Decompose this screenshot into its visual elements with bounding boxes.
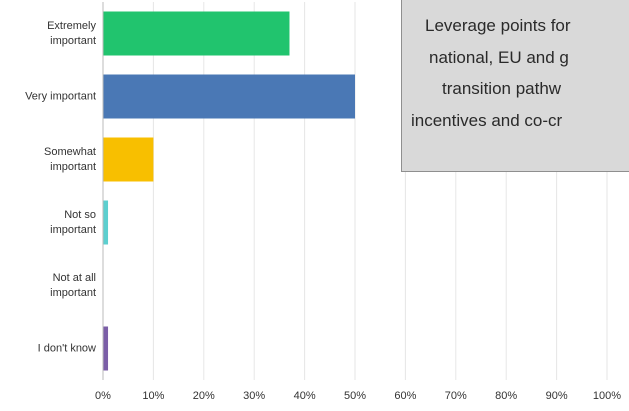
bar <box>103 137 154 182</box>
x-tick-label: 90% <box>545 390 568 402</box>
overlay-box: Leverage points for national, EU and g t… <box>401 0 629 172</box>
x-tick-label: 50% <box>343 390 367 402</box>
y-tick-label: Very important <box>25 90 96 102</box>
x-tick-label: 80% <box>495 390 518 402</box>
x-tick-label: 0% <box>95 390 111 402</box>
y-tick-label: Extremely important <box>47 19 96 47</box>
x-tick-label: 60% <box>394 390 417 402</box>
y-tick-label: I don't know <box>37 342 96 354</box>
bar <box>103 11 290 56</box>
bar <box>103 200 109 245</box>
x-tick-label: 10% <box>142 390 165 402</box>
x-tick-label: 40% <box>293 390 316 402</box>
overlay-line: Leverage points for <box>425 16 571 35</box>
y-tick-label: Somewhat important <box>44 145 96 173</box>
overlay-line: incentives and co-cr <box>411 111 563 130</box>
y-tick-label: Not so important <box>50 208 96 236</box>
overlay-line: national, EU and g <box>429 48 569 67</box>
overlay-line: transition pathw <box>442 79 562 98</box>
y-tick-label: Not at all important <box>50 271 96 299</box>
x-tick-label: 20% <box>192 390 215 402</box>
bar <box>103 326 109 371</box>
x-tick-label: 100% <box>592 390 622 402</box>
bar <box>103 74 355 119</box>
x-tick-label: 30% <box>243 390 266 402</box>
x-tick-label: 70% <box>444 390 467 402</box>
